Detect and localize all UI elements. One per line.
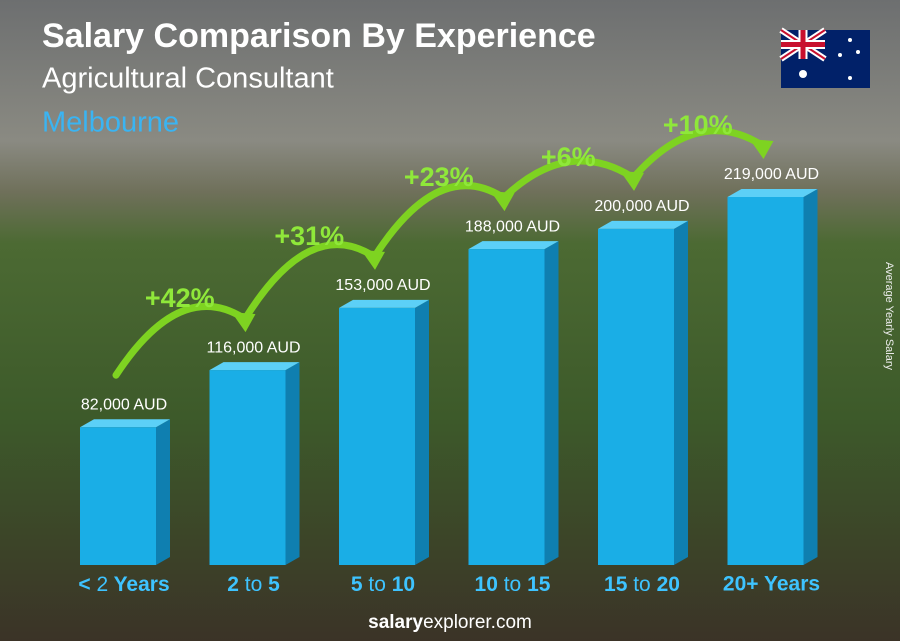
change-label: +42% <box>145 283 215 313</box>
value-label: 188,000 AUD <box>465 218 560 235</box>
change-label: +10% <box>663 110 733 140</box>
x-tick-label: 20+ Years <box>723 573 820 596</box>
bar <box>598 220 688 565</box>
flag <box>779 27 870 88</box>
change-arrow <box>242 241 377 322</box>
bar-front <box>468 249 545 566</box>
value-label: 82,000 AUD <box>81 396 167 413</box>
bar-front <box>339 307 415 565</box>
bar-top <box>339 299 429 308</box>
x-tick-label: 15 to 20 <box>604 573 680 596</box>
y-axis-label: Average Yearly Salary <box>883 262 895 371</box>
change-arrow <box>501 157 636 201</box>
footer-brand: salary <box>368 612 423 633</box>
bar-side <box>285 362 300 565</box>
bar-front <box>598 228 674 565</box>
x-tick-label-part: 15 <box>521 573 551 596</box>
bar-top <box>80 419 170 428</box>
x-tick-label: 2 to 5 <box>227 573 280 596</box>
change-label: +6% <box>541 142 596 172</box>
chart-subtitle: Agricultural Consultant <box>42 63 334 95</box>
x-tick-label-part: to <box>498 573 521 596</box>
bar-top <box>598 220 688 229</box>
chart-title: Salary Comparison By Experience <box>42 17 596 55</box>
bar <box>468 241 559 566</box>
change-arrow <box>112 302 247 379</box>
x-tick-label-part: 5 <box>262 573 280 596</box>
bar-top <box>727 189 818 197</box>
x-tick-label: 10 to 15 <box>475 573 551 596</box>
location: Melbourne <box>42 107 179 139</box>
bar-top <box>209 362 300 371</box>
bar <box>80 419 170 565</box>
bar <box>727 189 818 565</box>
x-tick-label: < 2 Years <box>78 573 169 596</box>
x-tick-label-part: < <box>78 573 90 596</box>
x-tick-label-part: 10 <box>386 573 415 596</box>
value-label: 116,000 AUD <box>207 339 301 356</box>
change-label: +31% <box>274 221 344 251</box>
bar-side <box>803 189 818 565</box>
x-tick-label-part: to <box>363 573 386 596</box>
change-arrow <box>630 127 765 181</box>
x-tick-label-part: 15 <box>604 573 628 596</box>
x-tick-label-part: 2 <box>91 573 109 596</box>
x-tick-label-part: 20 <box>651 573 680 596</box>
bar-top <box>468 241 559 250</box>
value-label: 219,000 AUD <box>724 166 819 183</box>
bar-side <box>156 419 170 565</box>
change-arrowhead <box>749 139 774 159</box>
x-tick-label-part: to <box>239 573 262 596</box>
bar-front <box>80 427 156 565</box>
footer: salaryexplorer.com <box>368 612 532 633</box>
bar-front <box>209 370 286 565</box>
change-arrow <box>371 182 506 260</box>
x-tick-label: 5 to 10 <box>351 573 415 596</box>
x-tick-label-part: Years <box>108 573 170 596</box>
footer-domain: explorer.com <box>423 612 532 633</box>
bar-front <box>727 197 804 565</box>
bar <box>209 362 300 565</box>
bar-side <box>415 299 429 565</box>
x-tick-label-part: 10 <box>475 573 498 596</box>
x-tick-label-part: to <box>627 573 650 596</box>
change-label: +23% <box>404 162 474 192</box>
value-label: 200,000 AUD <box>594 198 689 215</box>
value-label: 153,000 AUD <box>335 277 430 294</box>
bar-side <box>674 220 688 565</box>
bar <box>339 299 429 565</box>
x-tick-label-part: 2 <box>227 573 239 596</box>
bar-side <box>544 241 559 566</box>
x-tick-label-part: 5 <box>351 573 363 596</box>
